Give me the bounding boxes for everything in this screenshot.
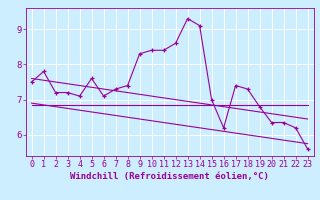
X-axis label: Windchill (Refroidissement éolien,°C): Windchill (Refroidissement éolien,°C) [70,172,269,181]
